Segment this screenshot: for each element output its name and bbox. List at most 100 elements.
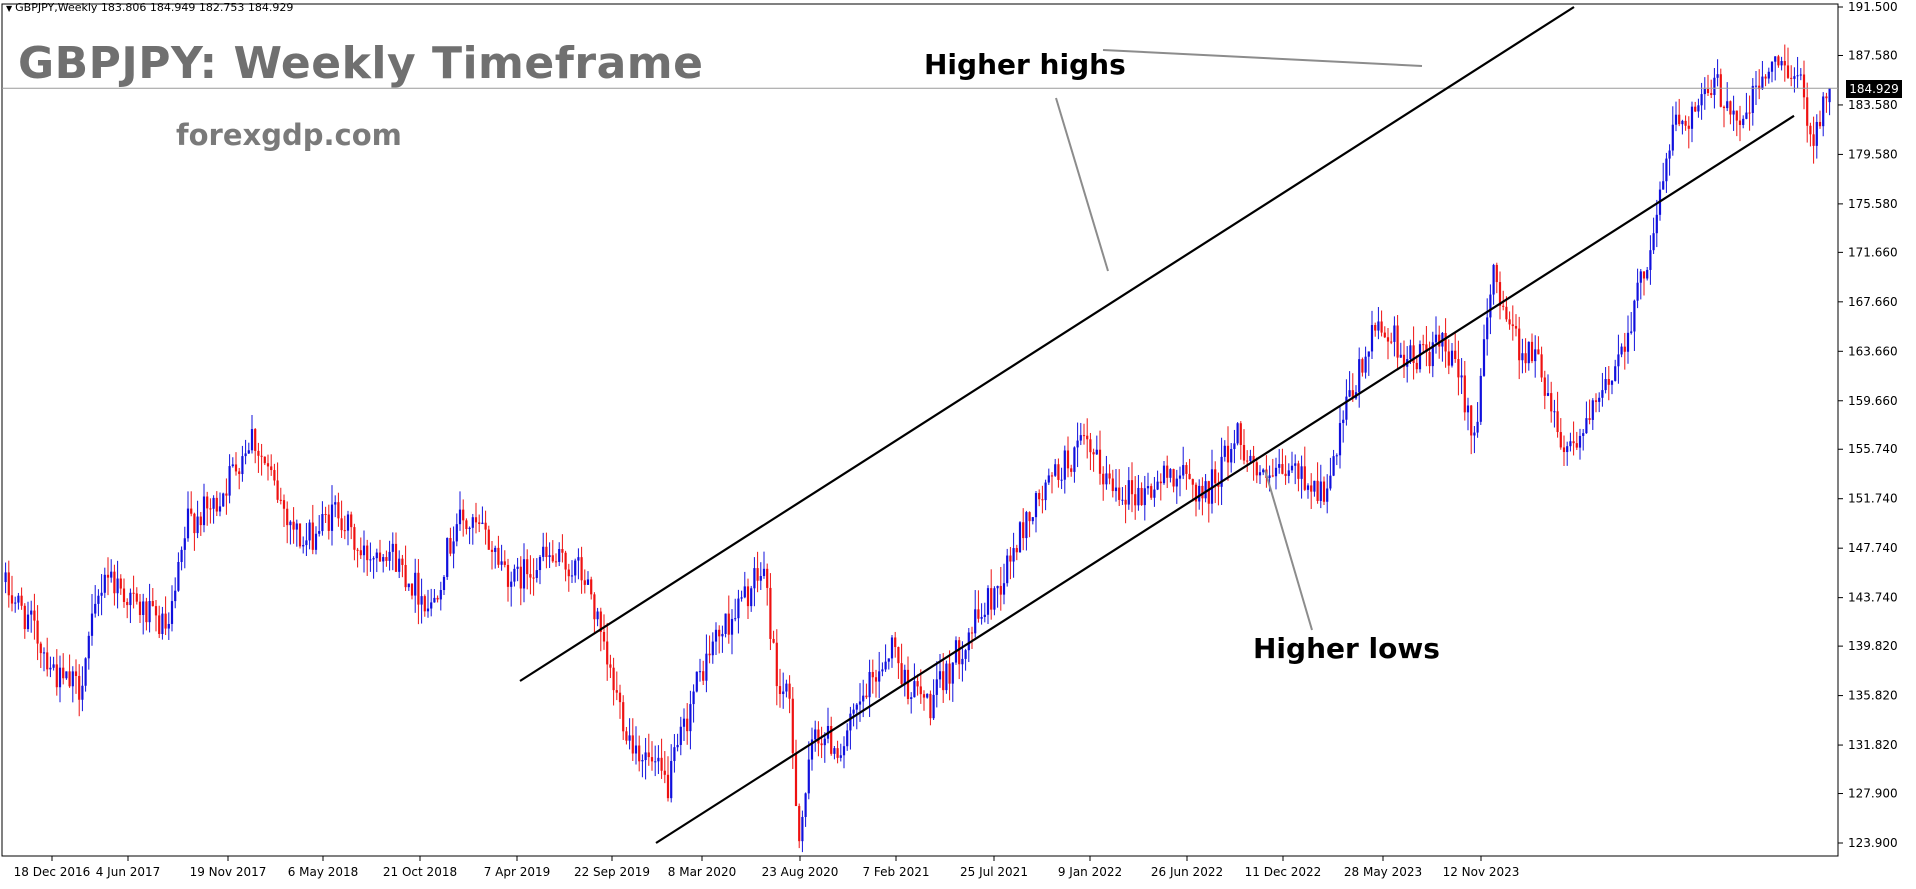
- candle-body: [407, 583, 410, 588]
- candle-body: [1358, 359, 1361, 393]
- candle-body: [708, 653, 711, 656]
- candle-body: [510, 581, 513, 587]
- candle-body: [33, 610, 36, 621]
- y-tick-label: 147.740: [1848, 541, 1898, 555]
- candle-body: [327, 514, 330, 531]
- y-tick-label: 175.580: [1848, 197, 1898, 211]
- candle-body: [225, 493, 228, 496]
- candle-body: [1169, 469, 1172, 478]
- candle-body: [1402, 354, 1406, 367]
- candle-body: [1124, 499, 1127, 505]
- candle-body: [1425, 344, 1428, 352]
- candle-body: [1335, 455, 1338, 457]
- candle-body: [702, 671, 705, 681]
- candle-body: [1594, 400, 1598, 402]
- candle-body: [305, 540, 308, 546]
- candle-body: [1434, 334, 1438, 343]
- candle-body: [842, 746, 846, 756]
- candle-body: [1786, 65, 1790, 78]
- candle-body: [273, 470, 276, 481]
- candle-body: [1306, 485, 1310, 490]
- candle-body: [474, 517, 478, 523]
- candle-body: [1623, 346, 1626, 352]
- candle-body: [270, 466, 273, 471]
- candle-body: [1070, 468, 1073, 472]
- candle-body: [71, 671, 74, 687]
- candle-body: [1137, 487, 1140, 506]
- candle-body: [1249, 455, 1252, 461]
- candle-body: [1178, 475, 1182, 479]
- candle-body: [1386, 337, 1390, 342]
- candle-body: [366, 545, 369, 561]
- lower-channel-line: [655, 114, 1795, 844]
- candle-body: [878, 671, 881, 682]
- candle-body: [286, 508, 289, 526]
- candle-body: [209, 508, 212, 510]
- candle-body: [1620, 346, 1623, 355]
- candle-body: [1204, 481, 1207, 499]
- candle-body: [1518, 328, 1521, 361]
- candle-body: [1041, 499, 1044, 501]
- candle-body: [1460, 375, 1463, 378]
- candle-body: [158, 615, 161, 634]
- candle-body: [382, 557, 385, 562]
- candle-body: [711, 641, 714, 656]
- candle-body: [942, 671, 945, 691]
- candle-body: [1604, 379, 1607, 391]
- candle-body: [1233, 443, 1236, 450]
- candle-body: [78, 675, 81, 700]
- candle-body: [1418, 344, 1422, 370]
- candle-body: [622, 702, 625, 732]
- candle-body: [1770, 61, 1774, 72]
- candle-body: [1646, 269, 1649, 279]
- candle-body: [951, 662, 954, 684]
- candle-body: [148, 601, 151, 623]
- candle-body: [1610, 380, 1614, 385]
- candle-body: [1274, 467, 1278, 477]
- candle-body: [695, 671, 698, 692]
- candle-body: [996, 585, 999, 589]
- candle-body: [1687, 125, 1690, 129]
- candle-body: [1338, 423, 1342, 456]
- candle-body: [1754, 85, 1758, 87]
- candle-body: [1316, 480, 1319, 501]
- candle-body: [602, 631, 606, 642]
- candle-body: [686, 718, 689, 732]
- candle-body: [1239, 423, 1242, 445]
- candle-body: [1111, 478, 1114, 492]
- candle-body: [1050, 475, 1054, 477]
- candle-body: [1031, 517, 1034, 522]
- y-tick-label: 123.900: [1848, 836, 1898, 850]
- x-tick-label: 6 May 2018: [288, 865, 359, 879]
- y-tick-label: 191.500: [1848, 0, 1898, 14]
- candle-body: [132, 592, 135, 594]
- candle-body: [1258, 472, 1262, 476]
- candle-body: [1252, 455, 1255, 463]
- candle-body: [1466, 405, 1470, 413]
- candle-body: [1473, 432, 1476, 436]
- candle-body: [462, 509, 465, 521]
- candle-body: [948, 663, 951, 684]
- candle-body: [590, 579, 593, 595]
- candle-body: [1217, 483, 1220, 487]
- candle-body: [1153, 489, 1156, 498]
- candle-body: [1095, 449, 1098, 455]
- candle-body: [823, 738, 826, 746]
- candle-body: [1617, 354, 1620, 367]
- candle-body: [103, 574, 106, 593]
- candle-body: [430, 602, 433, 609]
- candle-body: [1684, 120, 1687, 126]
- candle-body: [497, 547, 500, 565]
- candle-body: [1690, 106, 1694, 129]
- candle-body: [980, 616, 983, 619]
- candle-body: [858, 701, 862, 705]
- candle-body: [938, 671, 942, 680]
- candle-body: [788, 683, 791, 699]
- candle-body: [378, 552, 382, 562]
- y-tick-label: 179.580: [1848, 147, 1898, 161]
- candle-body: [1470, 405, 1473, 436]
- candle-body: [778, 686, 782, 695]
- y-tick-label: 155.740: [1848, 442, 1898, 456]
- candle-body: [666, 774, 670, 799]
- candle-body: [558, 549, 561, 562]
